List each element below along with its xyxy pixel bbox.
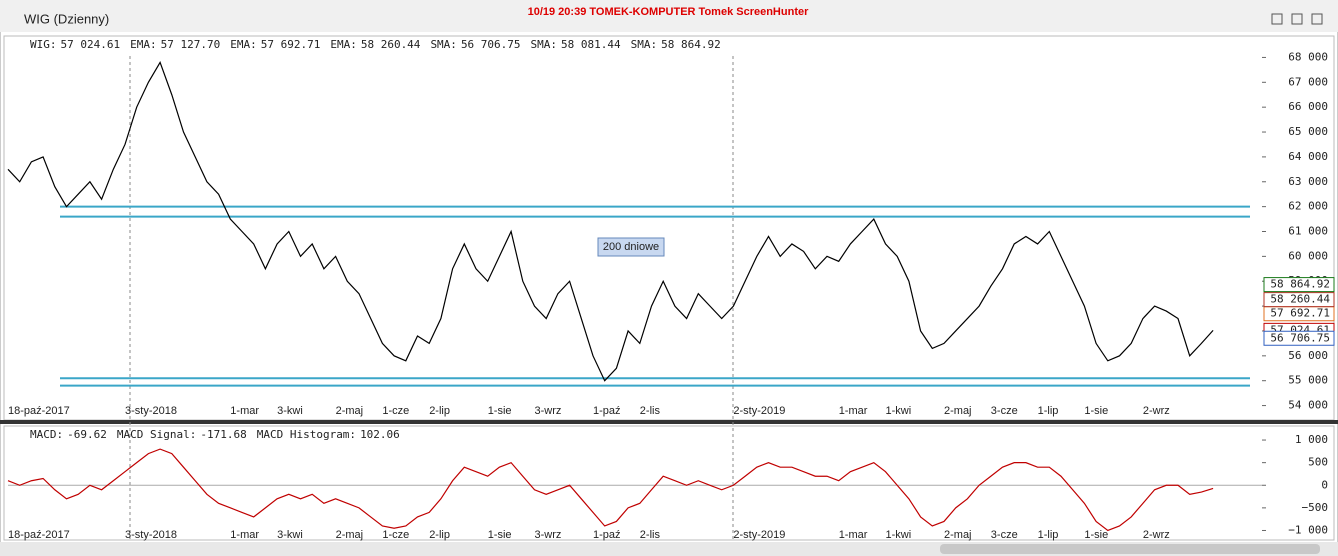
legend-value: 58 260.44: [361, 38, 421, 51]
window-buttons[interactable]: [1271, 13, 1323, 25]
legend-value: 58 081.44: [561, 38, 621, 51]
y-tick-label: 54 000: [1288, 399, 1328, 412]
legend-value: 102.06: [360, 428, 400, 441]
x-tick-label: 3-wrz: [535, 405, 562, 417]
legend-name: EMA:: [230, 38, 257, 51]
y-tick-label: 62 000: [1288, 200, 1328, 213]
y-tick-label: 1 000: [1295, 433, 1328, 446]
y-tick-label: 63 000: [1288, 175, 1328, 188]
x-tick-label: 1-cze: [382, 529, 409, 541]
legend-value: -171.68: [200, 428, 246, 441]
annotation-box: [597, 237, 665, 257]
legend-value: 57 127.70: [161, 38, 221, 51]
y-tick-label: 65 000: [1288, 125, 1328, 138]
series-line: [7, 448, 1214, 532]
x-tick-label: 2-maj: [944, 405, 972, 417]
macd-panel: [3, 425, 1335, 541]
legend-name: WIG:: [30, 38, 57, 51]
x-tick-label: 1-paź: [593, 529, 621, 541]
legend-value: 57 024.61: [61, 38, 121, 51]
price-tag-label: 56 706.75: [1270, 331, 1330, 344]
y-tick-label: 500: [1308, 456, 1328, 469]
x-tick-label: 1-sie: [1084, 529, 1108, 541]
x-tick-label: 2-lis: [640, 405, 661, 417]
x-tick-label: 2-lip: [429, 405, 450, 417]
x-tick-label: 3-sty-2018: [125, 529, 177, 541]
price-tag: [1263, 277, 1335, 293]
legend-name: EMA:: [130, 38, 157, 51]
x-tick-label: 1-sie: [488, 405, 512, 417]
x-tick-label: 1-mar: [230, 405, 259, 417]
x-tick-label: 1-sie: [488, 529, 512, 541]
scroll-thumb[interactable]: [940, 544, 1320, 554]
price-tag: [1263, 330, 1335, 346]
y-tick-label: −500: [1302, 501, 1329, 514]
y-tick-label: 68 000: [1288, 50, 1328, 63]
legend-value: 58 864.92: [661, 38, 721, 51]
x-tick-label: 18-paź-2017: [8, 405, 70, 417]
x-tick-label: 2-lis: [640, 529, 661, 541]
price-tag: [1263, 292, 1335, 308]
y-tick-label: 0: [1321, 478, 1328, 491]
window-title: WIG (Dzienny): [24, 11, 109, 26]
price-tag-label: 57 692.71: [1270, 307, 1330, 320]
x-tick-label: 1-kwi: [886, 529, 912, 541]
legend-name: SMA:: [631, 38, 658, 51]
x-tick-label: 2-maj: [944, 529, 972, 541]
x-tick-label: 2-lip: [429, 529, 450, 541]
legend-name: EMA:: [330, 38, 357, 51]
price-tag-label: 58 260.44: [1270, 293, 1330, 306]
x-tick-label: 2-maj: [336, 405, 364, 417]
y-tick-label: 61 000: [1288, 225, 1328, 238]
x-tick-label: 2-sty-2019: [733, 405, 785, 417]
legend-name: MACD:: [30, 428, 63, 441]
x-tick-label: 1-sie: [1084, 405, 1108, 417]
price-tag-label: 58 864.92: [1270, 278, 1330, 291]
legend-name: SMA:: [430, 38, 457, 51]
x-tick-label: 2-maj: [336, 529, 364, 541]
annotation: 200 dniowe: [603, 241, 659, 253]
x-tick-label: 3-kwi: [277, 529, 303, 541]
x-tick-label: 1-cze: [382, 405, 409, 417]
x-tick-label: 1-lip: [1038, 405, 1059, 417]
x-tick-label: 2-wrz: [1143, 529, 1170, 541]
panel-separator: [0, 420, 1338, 424]
legend-value: 56 706.75: [461, 38, 521, 51]
y-tick-label: −1 000: [1288, 523, 1328, 536]
y-tick-label: 64 000: [1288, 150, 1328, 163]
legend-value: -69.62: [67, 428, 107, 441]
y-tick-label: 60 000: [1288, 249, 1328, 262]
x-tick-label: 1-lip: [1038, 529, 1059, 541]
series-line: [7, 61, 1214, 382]
x-tick-label: 3-sty-2018: [125, 405, 177, 417]
x-tick-label: 18-paź-2017: [8, 529, 70, 541]
y-tick-label: 55 000: [1288, 374, 1328, 387]
x-tick-label: 2-sty-2019: [733, 529, 785, 541]
x-tick-label: 3-kwi: [277, 405, 303, 417]
x-tick-label: 1-mar: [839, 529, 868, 541]
x-tick-label: 3-cze: [991, 529, 1018, 541]
y-tick-label: 66 000: [1288, 100, 1328, 113]
x-tick-label: 3-wrz: [535, 529, 562, 541]
x-tick-label: 1-kwi: [886, 405, 912, 417]
y-tick-label: 56 000: [1288, 349, 1328, 362]
legend-value: 57 692.71: [261, 38, 321, 51]
title-bar: [0, 0, 1338, 32]
legend-name: MACD Signal:: [117, 428, 196, 441]
x-tick-label: 1-mar: [839, 405, 868, 417]
x-tick-label: 1-paź: [593, 405, 621, 417]
y-tick-label: 67 000: [1288, 75, 1328, 88]
x-tick-label: 3-cze: [991, 405, 1018, 417]
x-tick-label: 2-wrz: [1143, 405, 1170, 417]
x-tick-label: 1-mar: [230, 529, 259, 541]
legend-name: SMA:: [531, 38, 558, 51]
watermark: 10/19 20:39 TOMEK-KOMPUTER Tomek ScreenH…: [528, 6, 810, 18]
legend-name: MACD Histogram:: [257, 428, 356, 441]
